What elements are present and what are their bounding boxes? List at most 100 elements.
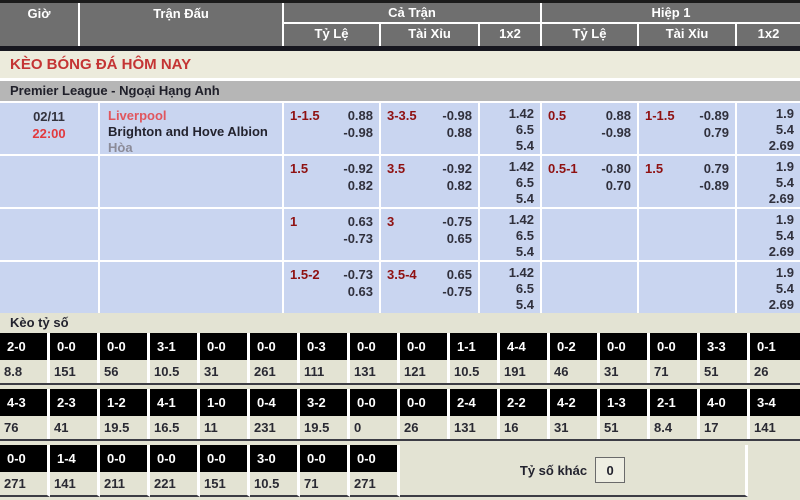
h1-1x2-home: 1.9 xyxy=(775,106,794,121)
score-odds[interactable]: 19.5 xyxy=(104,420,130,435)
h1-total-cell[interactable] xyxy=(639,209,737,260)
home-team[interactable]: Liverpool xyxy=(108,108,167,123)
score-label: 0-0 xyxy=(100,445,147,472)
score-cell: 0-0 211 xyxy=(100,445,150,497)
h1-total-cell[interactable]: 1-1.5 -0.89 0.79 xyxy=(639,103,737,154)
score-odds[interactable]: 31 xyxy=(204,364,219,379)
score-cell: 0-0 271 xyxy=(350,445,400,497)
score-cell: 0-0 56 xyxy=(100,333,150,383)
ft-1x2-cell[interactable]: 1.42 6.5 5.4 xyxy=(480,209,542,260)
match-time: 22:00 xyxy=(32,126,66,141)
header-ft-overunder: Tài Xỉu xyxy=(381,24,480,46)
ft-handicap-cell[interactable]: 1-1.5 0.88 -0.98 xyxy=(284,103,381,154)
score-odds[interactable]: 10.5 xyxy=(254,476,280,491)
score-odds[interactable]: 141 xyxy=(754,420,776,435)
ft-1x2-home: 1.42 xyxy=(508,212,534,227)
h1-handicap-cell[interactable] xyxy=(542,262,639,313)
score-odds[interactable]: 10.5 xyxy=(454,364,480,379)
ft-total-cell[interactable]: 3.5 -0.92 0.82 xyxy=(381,156,480,207)
score-odds[interactable]: 131 xyxy=(454,420,476,435)
score-section-title: Kèo tỷ số xyxy=(10,315,69,330)
header-h1-1x2: 1x2 xyxy=(757,26,780,41)
score-odds[interactable]: 26 xyxy=(404,420,419,435)
teams-cell xyxy=(100,262,284,313)
h1-1x2-cell[interactable]: 1.9 5.4 2.69 xyxy=(737,103,800,154)
score-label: 3-1 xyxy=(150,333,197,360)
other-score-box[interactable]: 0 xyxy=(595,457,626,483)
ft-total-cell[interactable]: 3.5-4 0.65 -0.75 xyxy=(381,262,480,313)
h1-1x2-cell[interactable]: 1.9 5.4 2.69 xyxy=(737,156,800,207)
score-odds[interactable]: 41 xyxy=(54,420,69,435)
score-odds[interactable]: 141 xyxy=(54,476,76,491)
score-label: 1-3 xyxy=(600,389,647,416)
score-odds[interactable]: 31 xyxy=(554,420,569,435)
score-odds[interactable]: 16 xyxy=(504,420,519,435)
score-odds[interactable]: 19.5 xyxy=(304,420,330,435)
score-odds[interactable]: 51 xyxy=(704,364,719,379)
ft-handicap-cell[interactable]: 1.5 -0.92 0.82 xyxy=(284,156,381,207)
score-odds[interactable]: 271 xyxy=(354,476,376,491)
header-firsthalf-label: Hiệp 1 xyxy=(542,3,800,24)
score-odds[interactable]: 111 xyxy=(304,364,325,379)
h1-total-cell[interactable]: 1.5 0.79 -0.89 xyxy=(639,156,737,207)
ft-total-cell[interactable]: 3 -0.75 0.65 xyxy=(381,209,480,260)
score-cell: 1-3 51 xyxy=(600,389,650,439)
score-odds[interactable]: 51 xyxy=(604,420,619,435)
h1-1x2-cell[interactable]: 1.9 5.4 2.69 xyxy=(737,209,800,260)
score-odds[interactable]: 8.8 xyxy=(4,364,23,379)
score-cell: 0-2 46 xyxy=(550,333,600,383)
score-odds[interactable]: 71 xyxy=(304,476,319,491)
h1-total-cell[interactable] xyxy=(639,262,737,313)
score-odds[interactable]: 221 xyxy=(154,476,176,491)
score-odds[interactable]: 261 xyxy=(254,364,276,379)
ft-1x2-cell[interactable]: 1.42 6.5 5.4 xyxy=(480,262,542,313)
score-label: 0-0 xyxy=(650,333,697,360)
score-odds[interactable]: 231 xyxy=(254,420,276,435)
score-odds[interactable]: 151 xyxy=(54,364,76,379)
h1-handicap-under: 0.70 xyxy=(605,178,631,193)
score-label: 3-4 xyxy=(750,389,800,416)
score-odds[interactable]: 76 xyxy=(4,420,19,435)
score-odds[interactable]: 46 xyxy=(554,364,569,379)
score-odds[interactable]: 8.4 xyxy=(654,420,673,435)
score-odds[interactable]: 17 xyxy=(704,420,719,435)
score-odds[interactable]: 191 xyxy=(504,364,526,379)
header-fulltime-group: Cả Trận Tỷ Lệ Tài Xỉu 1x2 xyxy=(284,3,542,46)
score-odds[interactable]: 56 xyxy=(104,364,119,379)
ft-1x2-cell[interactable]: 1.42 6.5 5.4 xyxy=(480,103,542,154)
score-label: 4-2 xyxy=(550,389,597,416)
score-odds[interactable]: 0 xyxy=(354,420,362,435)
h1-handicap-cell[interactable] xyxy=(542,209,639,260)
ft-handicap-cell[interactable]: 1 0.63 -0.73 xyxy=(284,209,381,260)
score-cell: 2-1 8.4 xyxy=(650,389,700,439)
score-cell: 4-0 17 xyxy=(700,389,750,439)
score-cell: 0-0 131 xyxy=(350,333,400,383)
score-odds[interactable]: 31 xyxy=(604,364,619,379)
score-odds[interactable]: 211 xyxy=(104,476,125,491)
away-team[interactable]: Brighton and Hove Albion xyxy=(108,124,268,139)
ft-handicap-cell[interactable]: 1.5-2 -0.73 0.63 xyxy=(284,262,381,313)
score-odds[interactable]: 121 xyxy=(404,364,426,379)
score-label: 0-0 xyxy=(200,333,247,360)
h1-handicap-cell[interactable]: 0.5-1 -0.80 0.70 xyxy=(542,156,639,207)
score-odds[interactable]: 16.5 xyxy=(154,420,180,435)
match-datetime-cell xyxy=(0,262,100,313)
score-odds[interactable]: 271 xyxy=(4,476,26,491)
h1-1x2-draw: 5.4 xyxy=(775,122,794,137)
ft-total-cell[interactable]: 3-3.5 -0.98 0.88 xyxy=(381,103,480,154)
score-label: 0-1 xyxy=(750,333,800,360)
score-odds[interactable]: 131 xyxy=(354,364,376,379)
h1-handicap-cell[interactable]: 0.5 0.88 -0.98 xyxy=(542,103,639,154)
score-cell: 3-1 10.5 xyxy=(150,333,200,383)
score-label: 4-0 xyxy=(700,389,747,416)
score-odds[interactable]: 11 xyxy=(204,420,218,435)
header-match-col: Trận Đấu xyxy=(80,3,284,46)
score-odds[interactable]: 10.5 xyxy=(154,364,180,379)
ft-1x2-cell[interactable]: 1.42 6.5 5.4 xyxy=(480,156,542,207)
h1-1x2-cell[interactable]: 1.9 5.4 2.69 xyxy=(737,262,800,313)
odds-row: 02/11 22:00 Liverpool Brighton and Hove … xyxy=(0,103,800,155)
score-odds[interactable]: 151 xyxy=(204,476,226,491)
score-label: 2-0 xyxy=(0,333,47,360)
score-odds[interactable]: 71 xyxy=(654,364,669,379)
score-odds[interactable]: 26 xyxy=(754,364,769,379)
